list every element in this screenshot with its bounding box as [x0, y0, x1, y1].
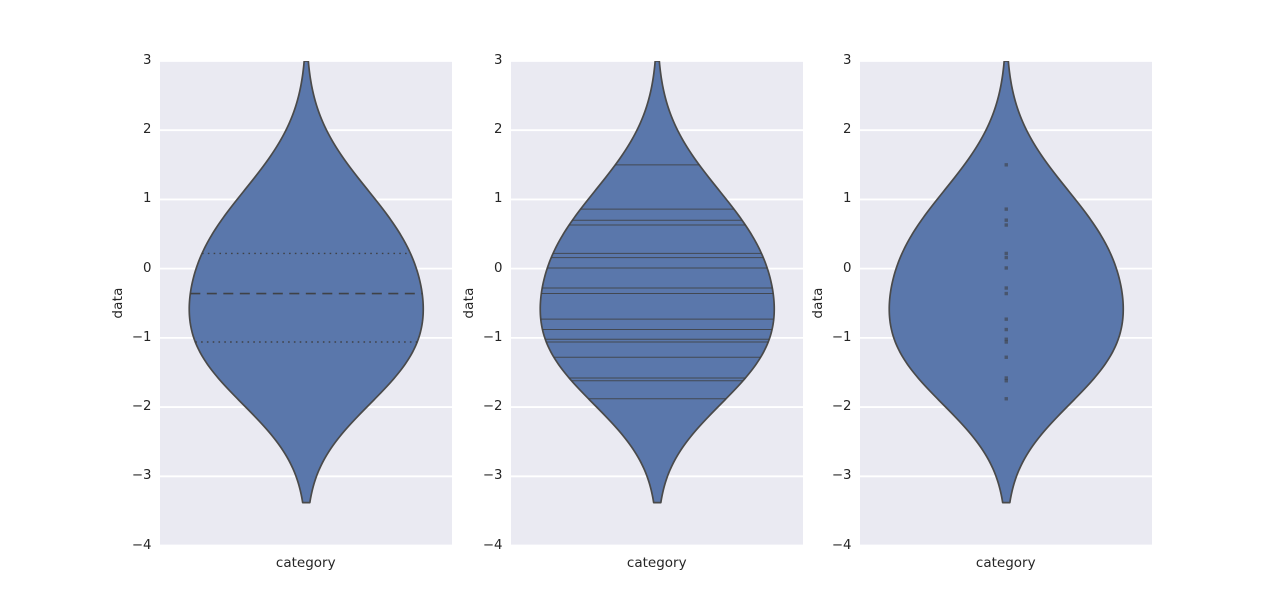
y-tick-label: 3 — [143, 53, 152, 68]
y-tick-label: 2 — [843, 122, 852, 138]
y-tick-label: −3 — [831, 468, 852, 484]
y-axis-label: data — [809, 287, 826, 319]
y-tick-label: −3 — [482, 468, 503, 484]
y-tick-label: −4 — [482, 537, 503, 553]
y-tick-label: 2 — [494, 122, 503, 138]
y-tick-label: −1 — [131, 329, 152, 345]
y-tick-label: 0 — [143, 260, 152, 276]
violin-panel-quartile: data 3 2 1 0 −1 −2 −3 −4 category — [110, 53, 452, 571]
y-tick-label: 1 — [494, 191, 503, 207]
y-tick-label: 1 — [843, 191, 852, 207]
y-tick-label: 3 — [494, 53, 503, 68]
y-tick-label: 0 — [494, 260, 503, 276]
violin-plot-quartile-svg — [159, 61, 452, 546]
y-tick-label: −1 — [482, 329, 503, 345]
plot-area — [159, 61, 452, 546]
violin-panel-point: data 3 2 1 0 −1 −2 −3 −4 category — [810, 53, 1152, 571]
y-tick-label: −1 — [831, 329, 852, 345]
plot-area — [510, 61, 803, 546]
y-tick-label: −2 — [831, 399, 852, 415]
y-tick-label: −3 — [131, 468, 152, 484]
y-axis-label: data — [460, 287, 477, 319]
x-axis-label: category — [275, 554, 336, 571]
y-axis-label: data — [109, 287, 126, 319]
y-tick-label: 2 — [143, 122, 152, 138]
violin-plot-point-svg — [859, 61, 1152, 546]
y-tick-label: −4 — [131, 537, 152, 553]
plot-area — [859, 61, 1152, 546]
y-tick-label: −2 — [131, 399, 152, 415]
x-axis-label: category — [975, 554, 1036, 571]
violin-plot-stick-svg — [510, 61, 803, 546]
y-tick-label: 1 — [143, 191, 152, 207]
y-tick-label: 0 — [843, 260, 852, 276]
y-tick-label: −4 — [831, 537, 852, 553]
y-tick-label: 3 — [843, 53, 852, 68]
y-tick-label: −2 — [482, 399, 503, 415]
x-axis-label: category — [626, 554, 687, 571]
violin-panel-stick: data 3 2 1 0 −1 −2 −3 −4 category — [461, 53, 803, 571]
